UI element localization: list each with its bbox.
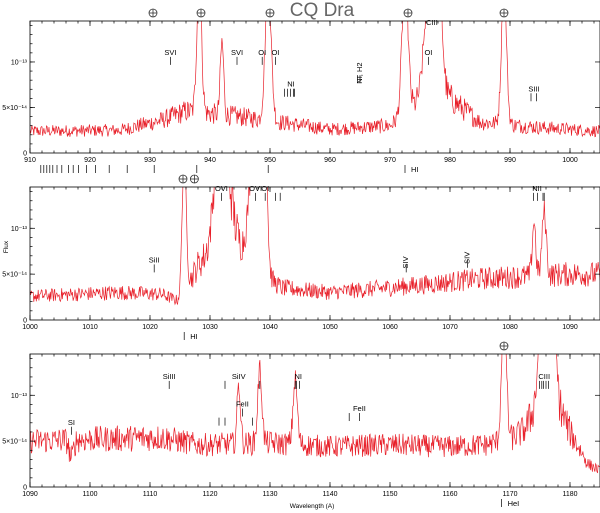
line-id-label: SiIV — [232, 372, 246, 381]
line-id-label: SiII — [149, 255, 160, 264]
earth-symbol — [499, 8, 509, 18]
line-id-label: NII — [532, 184, 542, 193]
y-axis-label: Flux — [3, 240, 10, 253]
x-tick-label: 960 — [324, 157, 336, 164]
line-id-label: NI — [294, 372, 302, 381]
spectrum-line-2 — [30, 187, 600, 306]
y-tick-label: 0 — [23, 485, 27, 492]
x-tick-label: 1020 — [142, 324, 158, 331]
y-tick-label: 10⁻¹³ — [11, 226, 28, 233]
x-axis-label: Wavelength (A) — [290, 503, 335, 510]
spectrum-line-3 — [30, 354, 600, 474]
below-id-label: HI — [411, 165, 419, 174]
x-tick-label: 1140 — [322, 491, 337, 498]
earth-symbol — [265, 8, 275, 18]
line-id-label: SIV — [462, 252, 471, 264]
x-tick-label: 1100 — [82, 491, 97, 498]
x-tick-label: 990 — [504, 157, 516, 164]
below-id-label: HI — [190, 332, 198, 341]
line-id-label: SI — [68, 418, 75, 427]
x-tick-label: 940 — [204, 157, 216, 164]
x-tick-label: 910 — [24, 157, 36, 164]
line-id-label: SIII — [528, 84, 539, 93]
panel-1: 910 920 930 940 950 960 970 980 990 1000 0 5×10⁻¹⁴ 1… — [2, 8, 600, 174]
line-id-label: OI — [258, 48, 266, 57]
x-tick-label: 980 — [444, 157, 456, 164]
x-tick-label: 950 — [264, 157, 276, 164]
axes-frame-3 — [29, 353, 600, 488]
x-tick-label: 1170 — [502, 491, 517, 498]
x-tick-label: 1130 — [262, 491, 277, 498]
line-id-label: FeII — [236, 399, 249, 408]
y-tick-label: 5×10⁻¹⁴ — [2, 439, 27, 446]
line-id-label: OI — [424, 48, 432, 57]
line-id-label: CIII — [538, 372, 550, 381]
line-id-label: FeII — [353, 404, 366, 413]
x-tick-label: 1110 — [143, 491, 158, 498]
y-tick-label: 5×10⁻¹⁴ — [2, 105, 27, 112]
earth-symbol — [403, 8, 413, 18]
x-tick-label: 1090 — [562, 324, 578, 331]
axes-frame-2 — [29, 186, 600, 321]
x-tick-label: 1030 — [202, 324, 218, 331]
chart-title: CQ Dra — [290, 0, 355, 21]
line-id-label: NI, H2 — [355, 62, 364, 83]
panel-3: 1090 1100 1110 1120 1130 1140 1150 1160 1170 1180… — [2, 341, 600, 508]
line-id-label: SIV — [401, 256, 410, 268]
line-id-label: SVI — [164, 48, 176, 57]
x-tick-label: 1080 — [502, 324, 518, 331]
earth-symbol — [178, 174, 188, 184]
x-tick-label: 1010 — [82, 324, 98, 331]
line-id-label: OVI — [215, 184, 228, 193]
y-tick-label: 5×10⁻¹⁴ — [2, 272, 27, 279]
earth-symbol — [148, 8, 158, 18]
below-id-label: HeI — [508, 499, 520, 508]
line-id-label: SiIII — [163, 372, 176, 381]
line-id-label: SVI — [231, 48, 243, 57]
x-tick-label: 1050 — [322, 324, 338, 331]
x-tick-label: 1090 — [22, 491, 38, 498]
earth-symbol — [189, 174, 199, 184]
x-tick-label: 1040 — [262, 324, 278, 331]
line-id-label: CIII — [426, 18, 438, 27]
earth-symbol — [196, 8, 206, 18]
x-tick-label: 1150 — [382, 491, 397, 498]
line-id-label: OI — [271, 48, 279, 57]
x-tick-label: 1160 — [442, 491, 457, 498]
line-id-label: OVI — [249, 184, 262, 193]
axes-frame-1 — [29, 20, 600, 154]
x-tick-label: 1000 — [22, 324, 38, 331]
y-tick-label: 10⁻¹³ — [11, 59, 28, 66]
line-id-label: OI — [261, 184, 269, 193]
spectrum-line-1 — [30, 21, 600, 138]
y-tick-label: 10⁻¹³ — [11, 393, 28, 400]
panel-2: 1000 1010 1020 1030 1040 1050 1060 1070 1080 1090… — [2, 174, 600, 341]
y-tick-label: 0 — [23, 151, 27, 158]
x-tick-label: 1070 — [442, 324, 458, 331]
x-tick-label: 970 — [384, 157, 396, 164]
line-id-label: NI — [287, 80, 295, 89]
x-tick-label: 930 — [144, 157, 156, 164]
earth-symbol — [499, 341, 509, 351]
x-tick-label: 1180 — [562, 491, 577, 498]
x-tick-label: 920 — [84, 157, 96, 164]
x-tick-label: 1000 — [562, 157, 578, 164]
y-tick-label: 0 — [23, 318, 27, 325]
x-tick-label: 1120 — [202, 491, 217, 498]
x-tick-label: 1060 — [382, 324, 398, 331]
